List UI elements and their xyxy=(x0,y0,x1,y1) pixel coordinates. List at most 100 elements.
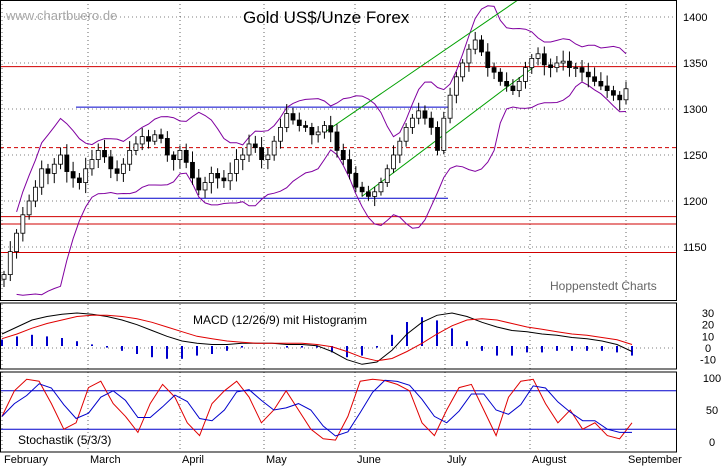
candle-body xyxy=(416,110,422,119)
candle-body xyxy=(190,161,195,179)
candle-body xyxy=(120,163,126,174)
candle-body xyxy=(409,117,415,128)
candle-body xyxy=(278,127,283,142)
candle-body xyxy=(240,154,246,160)
macd-tick-label: 0 xyxy=(705,343,711,355)
horizontal-levels xyxy=(0,66,676,254)
bollinger-lower xyxy=(16,81,627,296)
candle-body xyxy=(328,125,334,133)
candle-body xyxy=(290,113,296,121)
stoch-d-line xyxy=(1,379,632,437)
month-label: August xyxy=(532,454,566,466)
candle-body xyxy=(460,62,466,78)
candle-body xyxy=(567,60,572,68)
candle-body xyxy=(265,154,271,160)
candle-body xyxy=(158,134,164,139)
candle-body xyxy=(152,134,158,142)
candle-body xyxy=(366,191,371,197)
candle-body xyxy=(466,48,472,64)
candle-body xyxy=(479,39,484,53)
candle-body xyxy=(58,154,63,165)
candle-body xyxy=(139,136,145,145)
candle-body xyxy=(548,64,554,68)
month-label: June xyxy=(357,454,381,466)
candlesticks xyxy=(1,31,629,287)
candle-body xyxy=(516,81,522,92)
price-tick-label: 1300 xyxy=(683,104,707,116)
candle-body xyxy=(541,53,547,66)
candle-body xyxy=(529,58,535,69)
candle-body xyxy=(183,149,189,163)
panel-frames xyxy=(0,0,677,453)
macd-tick-label: 20 xyxy=(702,320,714,332)
candle-body xyxy=(592,76,597,82)
candle-body xyxy=(497,71,503,82)
candle-body xyxy=(422,110,428,119)
channel-upper xyxy=(324,0,519,133)
candle-body xyxy=(20,214,26,234)
candle-body xyxy=(303,125,308,128)
price-tick-label: 1350 xyxy=(683,58,707,70)
candle-body xyxy=(33,186,38,202)
candle-body xyxy=(83,168,89,184)
month-label: April xyxy=(182,454,204,466)
candle-body xyxy=(51,163,57,174)
candle-body xyxy=(523,67,528,82)
candle-body xyxy=(472,39,478,50)
price-tick-label: 1250 xyxy=(683,150,707,162)
candle-body xyxy=(372,191,378,197)
candle-body xyxy=(617,94,623,101)
candle-body xyxy=(259,147,264,160)
candle-body xyxy=(108,156,114,170)
candle-body xyxy=(64,154,70,172)
macd-label: MACD (12/26/9) mit Histogramm xyxy=(193,313,368,327)
candle-body xyxy=(208,172,214,183)
stoch-tick-label: 100 xyxy=(703,373,721,385)
macd-tick-label: 10 xyxy=(702,331,714,343)
candle-body xyxy=(246,143,252,156)
month-label: May xyxy=(266,454,287,466)
candle-body xyxy=(102,149,107,158)
macd-panel xyxy=(0,312,676,365)
bollinger-upper xyxy=(16,5,627,213)
main-frame xyxy=(0,0,677,301)
candle-body xyxy=(340,149,346,160)
grid-lines xyxy=(0,0,676,452)
candle-body xyxy=(215,172,221,179)
candle-body xyxy=(95,149,101,160)
candle-body xyxy=(45,168,51,174)
candle-body xyxy=(611,90,616,96)
candle-body xyxy=(504,81,510,87)
candle-body xyxy=(234,159,239,174)
stochastic-label: Stochastik (5/3/3) xyxy=(18,433,112,447)
price-tick-label: 1150 xyxy=(683,242,707,254)
candle-body xyxy=(309,127,315,136)
credit-label: Hoppenstedt Charts xyxy=(550,279,657,293)
candle-body xyxy=(334,131,340,151)
stoch-tick-label: 0 xyxy=(709,437,715,449)
candle-body xyxy=(202,182,208,191)
candle-body xyxy=(391,154,396,170)
channel-lower xyxy=(361,67,534,197)
candle-body xyxy=(296,119,302,126)
candle-body xyxy=(447,94,453,119)
candle-body xyxy=(535,53,541,59)
candle-body xyxy=(554,62,560,68)
candle-body xyxy=(485,51,491,68)
candle-body xyxy=(403,127,409,142)
month-label: February xyxy=(4,454,49,466)
candle-body xyxy=(585,71,591,78)
candle-body xyxy=(453,76,459,96)
macd-tick-label: -10 xyxy=(700,355,716,367)
candle-body xyxy=(89,159,95,170)
candle-body xyxy=(491,67,497,73)
candle-body xyxy=(114,168,120,174)
candle-body xyxy=(441,117,447,151)
candle-body xyxy=(39,168,45,188)
stochastic-panel xyxy=(0,378,676,441)
candle-body xyxy=(428,117,434,128)
candle-body xyxy=(146,136,151,142)
candle-body xyxy=(127,149,133,165)
macd-tick-label: 30 xyxy=(702,308,714,320)
